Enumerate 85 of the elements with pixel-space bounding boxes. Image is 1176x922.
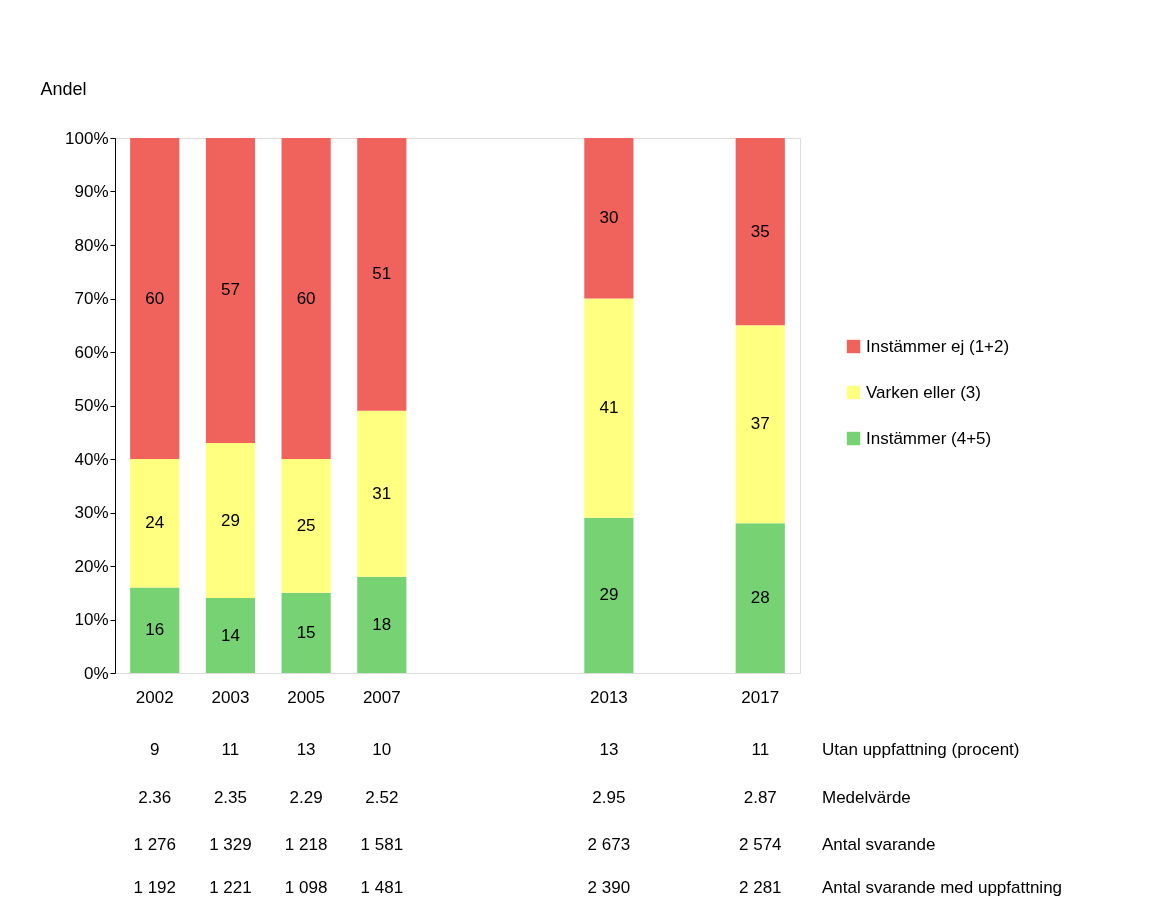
data-label: 29 bbox=[599, 585, 619, 605]
text: 11 bbox=[751, 740, 770, 759]
data-label: 29 bbox=[220, 510, 240, 530]
data-label: 41 bbox=[599, 398, 619, 418]
data-label: 28 bbox=[750, 588, 770, 608]
bar bbox=[584, 298, 634, 518]
text: 2 673 bbox=[587, 835, 631, 854]
text: 1 221 bbox=[209, 878, 252, 897]
x-tick-label: 2005 bbox=[287, 687, 326, 707]
text: 9 bbox=[150, 740, 160, 759]
bar bbox=[584, 517, 634, 673]
data-label: 30 bbox=[599, 208, 619, 228]
text: 13 bbox=[296, 740, 316, 759]
text: 13 bbox=[599, 740, 619, 759]
text: 2.95 bbox=[592, 788, 626, 807]
x-tick-label: 2003 bbox=[211, 687, 250, 707]
text: 1 192 bbox=[133, 878, 177, 897]
data-label: 60 bbox=[296, 288, 316, 308]
text: 1 481 bbox=[360, 878, 404, 897]
y-tick-label: 90% bbox=[74, 182, 109, 201]
text: 2.29 bbox=[289, 788, 323, 807]
data-label: 24 bbox=[145, 513, 165, 533]
text: 1 276 bbox=[133, 835, 177, 854]
data-label: 37 bbox=[750, 414, 770, 434]
y-tick-label: 10% bbox=[74, 610, 109, 629]
text: 1 581 bbox=[360, 835, 404, 854]
text: 2.36 bbox=[138, 788, 172, 807]
text: Antal svarande bbox=[822, 835, 936, 854]
bar bbox=[281, 592, 331, 673]
y-tick-label: 60% bbox=[74, 342, 109, 362]
data-label: 15 bbox=[296, 622, 316, 642]
data-label: 14 bbox=[220, 625, 240, 645]
y-tick-label: 70% bbox=[74, 289, 109, 308]
data-label: 60 bbox=[145, 288, 165, 308]
data-label: 18 bbox=[372, 614, 392, 634]
bar bbox=[205, 598, 256, 673]
text: 2 574 bbox=[738, 835, 782, 854]
y-tick-label: 0% bbox=[83, 663, 109, 683]
bar bbox=[735, 325, 785, 524]
data-label: 16 bbox=[145, 620, 165, 640]
bar bbox=[735, 138, 785, 326]
x-tick-label: 2017 bbox=[741, 687, 780, 707]
bar bbox=[357, 576, 407, 673]
x-tick-label: 2007 bbox=[362, 687, 401, 707]
text: 2 281 bbox=[738, 878, 782, 897]
data-label: 25 bbox=[296, 515, 316, 535]
legend-label: Varken eller (3) bbox=[866, 382, 981, 402]
bar bbox=[130, 138, 180, 459]
bar bbox=[281, 459, 331, 593]
text: 1 098 bbox=[284, 878, 328, 897]
y-tick-label: 30% bbox=[74, 503, 109, 522]
legend-label: Instämmer ej (1+2) bbox=[866, 336, 1010, 356]
bar bbox=[281, 138, 331, 459]
x-tick-label: 2013 bbox=[589, 687, 628, 707]
data-label: 35 bbox=[750, 221, 770, 241]
text: Antal svarande med uppfattning bbox=[822, 878, 1063, 897]
bar bbox=[130, 459, 180, 588]
bar bbox=[205, 442, 256, 599]
y-tick-label: 40% bbox=[74, 449, 109, 469]
text: 2.35 bbox=[213, 788, 247, 807]
legend-label: Instämmer (4+5) bbox=[866, 428, 992, 448]
text: 2 390 bbox=[587, 878, 631, 897]
text: 11 bbox=[221, 740, 240, 759]
text: 2.52 bbox=[365, 788, 399, 807]
text: 1 218 bbox=[284, 835, 328, 854]
bar bbox=[357, 410, 407, 577]
text: Utan uppfattning (procent) bbox=[822, 740, 1020, 759]
text: Medelvärde bbox=[822, 788, 911, 807]
y-tick-label: 50% bbox=[74, 396, 109, 415]
data-label: 31 bbox=[372, 483, 392, 503]
text: 2.87 bbox=[743, 788, 777, 807]
text: 10 bbox=[372, 740, 392, 759]
data-label: 51 bbox=[372, 264, 392, 284]
y-axis-title: Andel bbox=[40, 78, 87, 99]
bar bbox=[130, 587, 180, 673]
bar bbox=[584, 138, 634, 299]
y-tick-label: 80% bbox=[74, 235, 109, 255]
y-tick-label: 100% bbox=[65, 128, 109, 148]
bar bbox=[357, 138, 407, 411]
y-tick-label: 20% bbox=[74, 556, 109, 576]
text: 1 329 bbox=[209, 835, 252, 854]
bar bbox=[735, 523, 785, 673]
x-tick-label: 2002 bbox=[135, 687, 174, 707]
data-label: 57 bbox=[220, 280, 240, 300]
bar bbox=[205, 138, 256, 443]
